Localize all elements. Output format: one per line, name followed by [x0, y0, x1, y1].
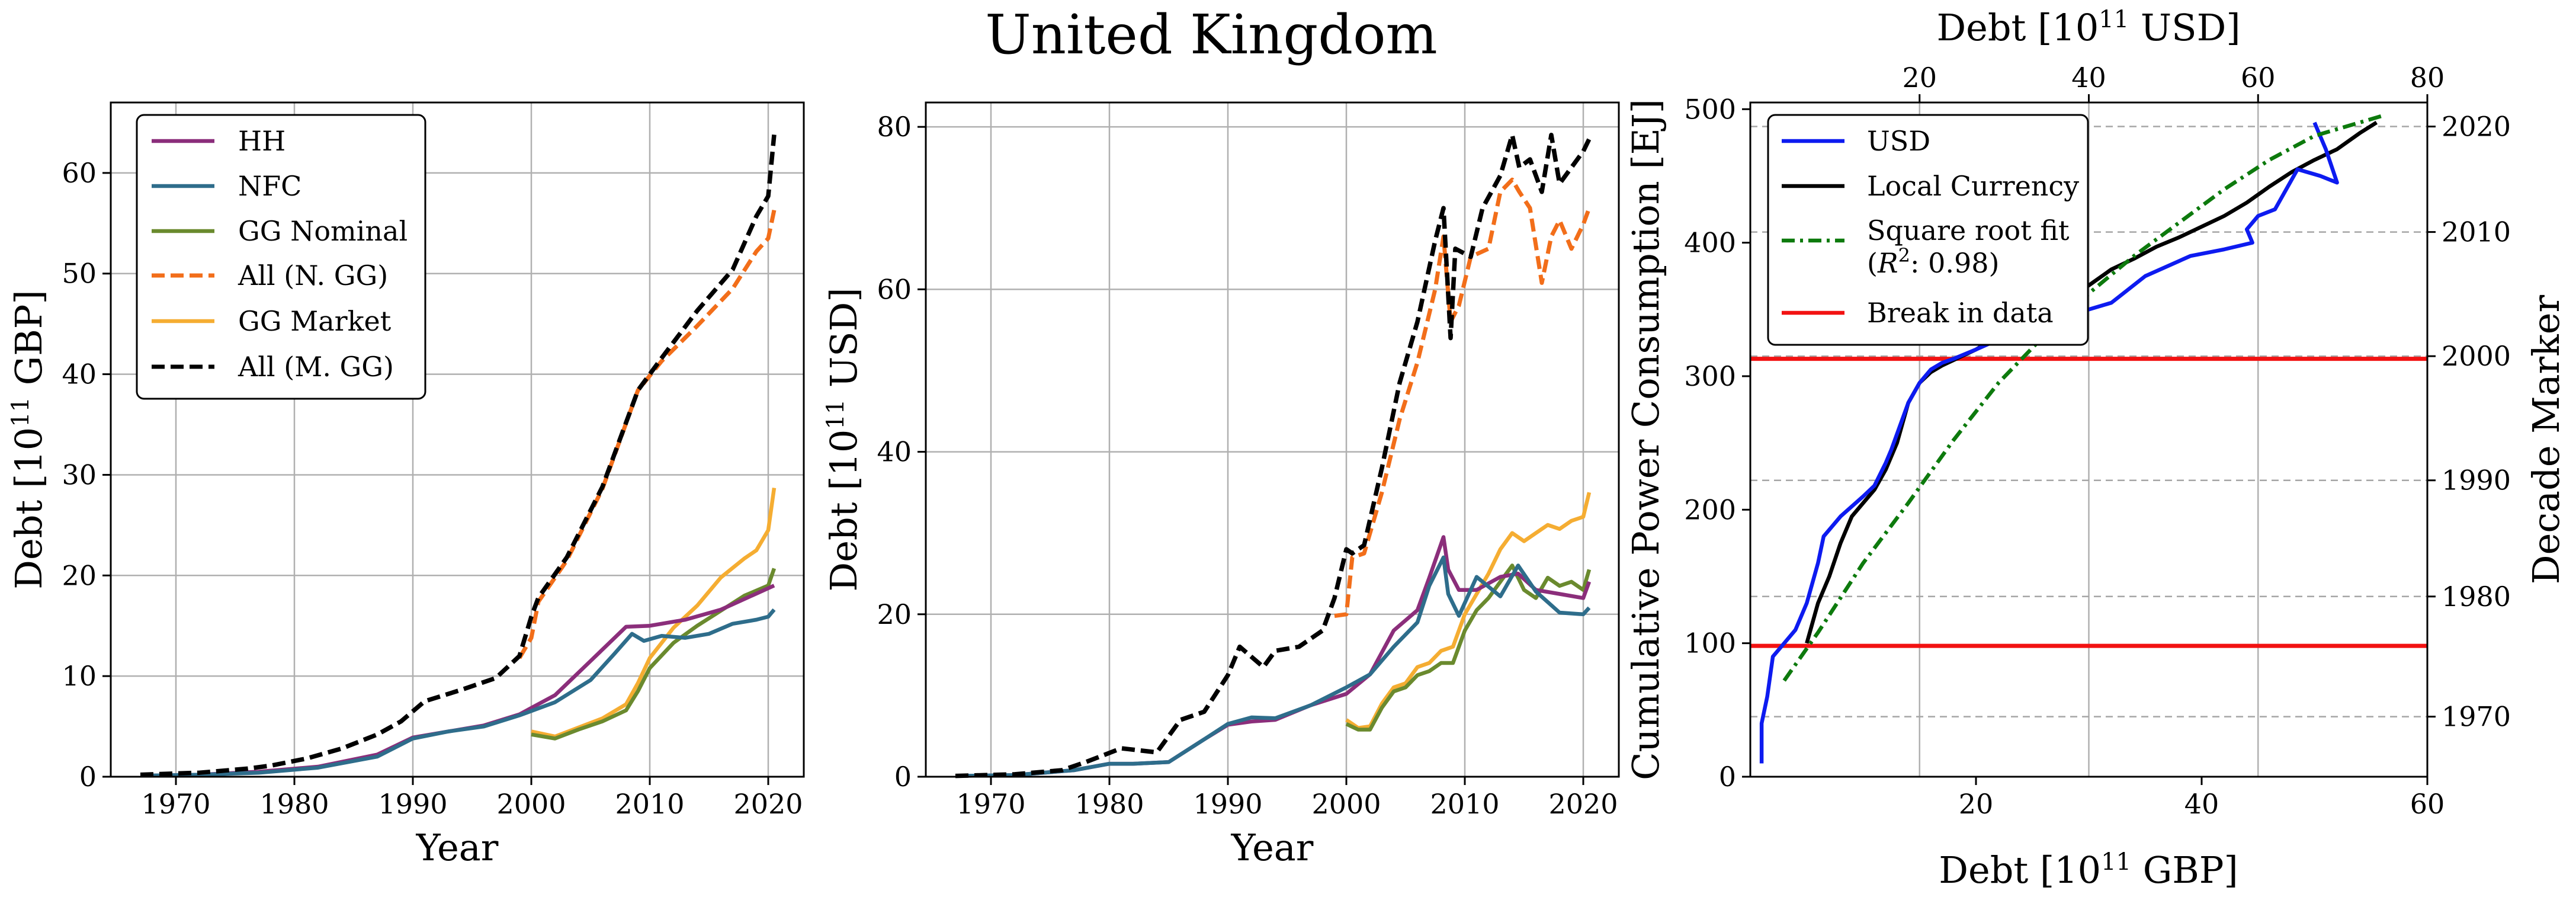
- figure-title: United Kingdom: [985, 3, 1438, 66]
- series-line-hh: [140, 584, 775, 778]
- y-tick-label: 80: [877, 111, 912, 143]
- x-tick-label: 2020: [1548, 788, 1618, 820]
- legend: HH NFC GG Nominal All (N. GG) GG Market …: [136, 114, 426, 400]
- y-tick-label: 400: [1684, 227, 1736, 259]
- series-line-gg-nominal: [1345, 563, 1592, 732]
- panel-usd-ticks: 1970 1980 1990 2000 2010 2020 0 20 40 60 80: [877, 111, 1618, 820]
- y-tick-label: 20: [62, 559, 97, 591]
- y-tick-label: 300: [1684, 360, 1736, 392]
- series-line-nfc: [140, 608, 776, 778]
- x-tick-label: 2010: [615, 788, 684, 820]
- legend-usd-label: USD: [1867, 125, 1930, 157]
- top-x-tick-label: 60: [2241, 62, 2276, 94]
- decade-marker-label: 1970: [2442, 701, 2511, 733]
- x-tick-label: 2000: [1311, 788, 1381, 820]
- panel-power-top-xlabel: Debt [1011 USD]: [1936, 6, 2240, 49]
- legend-all-m-gg-label: All (M. GG): [238, 351, 394, 383]
- legend-gg-nominal-label: GG Nominal: [238, 215, 408, 247]
- panel-usd-series: [955, 133, 1592, 779]
- panel-usd-xlabel: Year: [1231, 826, 1314, 869]
- top-x-tick-label: 40: [2071, 62, 2106, 94]
- series-line-all-n-gg: [517, 209, 777, 659]
- panel-gbp: 1970 1980 1990 2000 2010 2020 0 10 20 30 40 50 60 Ye…: [7, 101, 805, 869]
- panel-power: 20 40 60 80 20 40 60 0 100 200 300 400 500 1970 1980 19…: [1624, 6, 2568, 892]
- x-tick-label: 60: [2410, 788, 2445, 820]
- x-tick-label: 2020: [733, 788, 803, 820]
- panel-gbp-frame: [110, 101, 805, 778]
- legend-all-n-gg-label: All (N. GG): [238, 260, 388, 291]
- legend-hh-label: HH: [238, 125, 285, 157]
- legend-gg-market-label: GG Market: [238, 305, 392, 337]
- y-tick-label: 30: [62, 459, 97, 491]
- series-line-usd: [1759, 121, 2339, 764]
- y-tick-label: 200: [1684, 494, 1736, 526]
- y-tick-label: 50: [62, 258, 97, 290]
- series-line-nfc: [955, 555, 1591, 778]
- legend-break-label: Break in data: [1867, 297, 2054, 329]
- legend: USD Local Currency Square root fit (R2: …: [1767, 114, 2089, 346]
- y-tick-label: 0: [894, 761, 912, 793]
- series-line-all-m-gg: [955, 133, 1592, 779]
- x-tick-label: 20: [1959, 788, 1994, 820]
- series-line-all-n-gg: [1334, 177, 1592, 618]
- x-tick-label: 1990: [378, 788, 447, 820]
- decade-marker-label: 1980: [2442, 581, 2511, 613]
- series-line-gg-market: [1345, 492, 1592, 730]
- panel-power-xlabel: Debt [1011 GBP]: [1939, 848, 2238, 892]
- legend-local-label: Local Currency: [1867, 170, 2079, 202]
- y-tick-label: 0: [79, 761, 97, 793]
- y-tick-label: 100: [1684, 627, 1736, 659]
- top-x-tick-label: 20: [1902, 62, 1937, 94]
- series-line-gg-nominal: [531, 568, 777, 741]
- panel-gbp-series: [140, 134, 777, 778]
- x-tick-label: 40: [2184, 788, 2219, 820]
- y-tick-label: 10: [62, 660, 97, 692]
- panel-power-ticks: 20 40 60 80 20 40 60 0 100 200 300 400 500 1970 1980 19…: [1684, 62, 2511, 820]
- x-tick-label: 1990: [1193, 788, 1262, 820]
- panel-power-series: [1750, 114, 2427, 764]
- y-tick-label: 500: [1684, 93, 1736, 125]
- decade-marker-label: 2010: [2442, 216, 2511, 248]
- panel-gbp-xlabel: Year: [416, 826, 499, 869]
- y-tick-label: 20: [877, 598, 912, 630]
- panel-power-ylabel: Cumulative Power Consumption [EJ]: [1624, 99, 1667, 780]
- y-tick-label: 60: [877, 273, 912, 305]
- panel-usd-grid: [926, 102, 1619, 778]
- decade-marker-label: 2020: [2442, 111, 2511, 143]
- y-tick-label: 0: [1719, 761, 1736, 793]
- series-line-square-root-fit: [1782, 114, 2383, 682]
- x-tick-label: 1980: [259, 788, 329, 820]
- y-tick-label: 60: [62, 157, 97, 189]
- decade-marker-label: 1990: [2442, 464, 2511, 496]
- y-tick-label: 40: [877, 436, 912, 468]
- y-tick-label: 40: [62, 358, 97, 390]
- legend-nfc-label: NFC: [238, 170, 301, 202]
- panel-usd-frame: [925, 101, 1620, 778]
- x-tick-label: 1970: [956, 788, 1025, 820]
- series-line-gg-market: [531, 488, 777, 739]
- legend-fit-r2: (R2: 0.98): [1867, 244, 1999, 279]
- legend-fit-label: Square root fit: [1867, 214, 2070, 246]
- x-tick-label: 2010: [1430, 788, 1499, 820]
- top-x-tick-label: 80: [2410, 62, 2445, 94]
- x-tick-label: 1980: [1074, 788, 1144, 820]
- panel-power-right-ylabel: Decade Marker: [2524, 295, 2568, 585]
- panel-gbp-ticks: 1970 1980 1990 2000 2010 2020 0 10 20 30 40 50 60: [62, 157, 803, 820]
- panel-usd: 1970 1980 1990 2000 2010 2020 0 20 40 60 80 Year D…: [822, 101, 1620, 869]
- x-tick-label: 2000: [496, 788, 566, 820]
- series-line-all-m-gg: [140, 134, 777, 777]
- x-tick-label: 1970: [141, 788, 210, 820]
- panel-gbp-ylabel: Debt [1011 GBP]: [7, 290, 50, 589]
- panel-usd-ylabel: Debt [1011 USD]: [822, 287, 865, 591]
- decade-marker-label: 2000: [2442, 340, 2511, 372]
